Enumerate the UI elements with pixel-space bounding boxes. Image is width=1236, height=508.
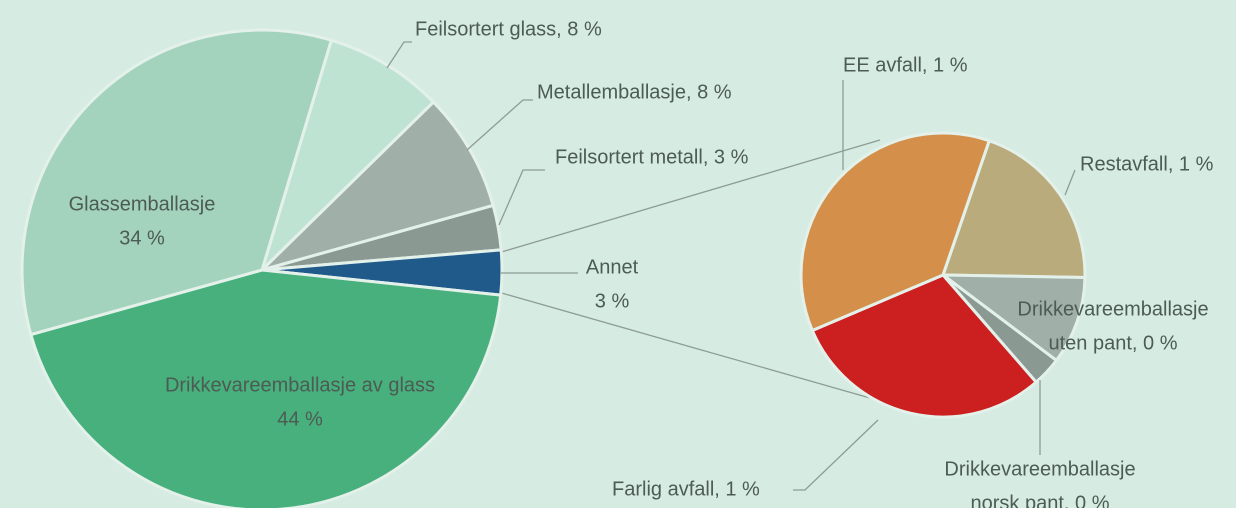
slice-label: EE avfall, 1 % <box>843 54 968 76</box>
pie-slice <box>941 273 1087 362</box>
leader-line <box>793 419 879 491</box>
slice-label: Drikkevareemballasje <box>1017 298 1208 320</box>
pie-slice <box>29 268 503 508</box>
pie-slice <box>260 38 435 272</box>
leader-line <box>386 41 412 69</box>
pie-slice <box>20 28 333 337</box>
slice-label: uten pant, 0 % <box>1049 332 1178 354</box>
slice-label: Annet <box>586 256 639 278</box>
slice-label: Feilsortert glass, 8 % <box>415 18 602 40</box>
slice-label: Drikkevareemballasje av glass <box>165 374 435 396</box>
pie-slice <box>799 131 991 332</box>
slice-label: 44 % <box>277 408 323 430</box>
leader-line <box>466 99 533 151</box>
slice-label: Drikkevareemballasje <box>944 458 1135 480</box>
slice-label: Glassemballasje <box>69 193 216 215</box>
leader-line <box>498 169 545 226</box>
slice-label: Metallemballasje, 8 % <box>537 81 732 103</box>
slice-label: norsk pant, 0 % <box>971 492 1110 508</box>
connector <box>497 139 881 254</box>
connector <box>497 291 871 399</box>
pie-slice <box>810 273 1038 419</box>
leader-line <box>1064 169 1076 196</box>
slice-label: Farlig avfall, 1 % <box>612 478 760 500</box>
pie-slice <box>260 100 495 272</box>
slice-label: Restavfall, 1 % <box>1080 153 1214 175</box>
slice-label: Feilsortert metall, 3 % <box>555 146 749 168</box>
slice-label: 34 % <box>119 227 165 249</box>
slice-label: 3 % <box>595 290 630 312</box>
